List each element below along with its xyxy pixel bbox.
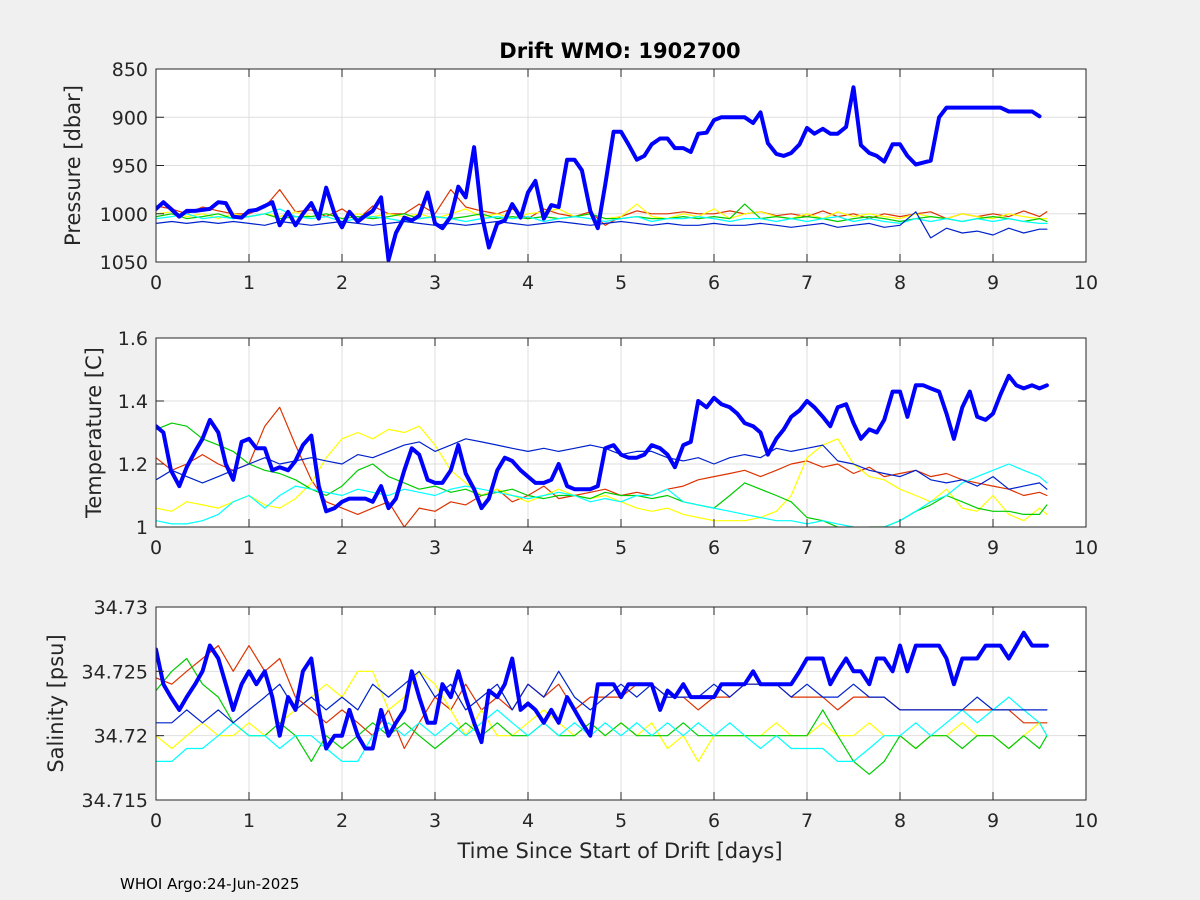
y-tick-label: 1.6 — [118, 328, 148, 350]
x-tick-label: 5 — [615, 272, 627, 294]
series-line-5 — [156, 211, 1048, 239]
y-axis-label-pressure: Pressure [dbar] — [61, 85, 85, 246]
footer-label: WHOI Argo:24-Jun-2025 — [120, 875, 299, 893]
main-series-line — [156, 630, 1049, 751]
series-line-5 — [156, 670, 1048, 724]
x-tick-label: 9 — [987, 537, 999, 559]
series-group — [156, 85, 1048, 262]
y-tick-label: 1.4 — [118, 391, 148, 413]
series-line-1 — [156, 406, 1048, 527]
series-line-3 — [156, 657, 1048, 775]
x-tick-label: 5 — [615, 810, 627, 832]
y-tick-label: 950 — [112, 156, 148, 178]
y-tick-label: 34.73 — [94, 597, 148, 619]
y-tick-label: 34.725 — [82, 661, 148, 683]
x-tick-label: 4 — [522, 537, 534, 559]
x-tick-label: 2 — [336, 810, 348, 832]
series-group — [156, 373, 1049, 527]
x-tick-label: 7 — [801, 272, 813, 294]
x-tick-label: 1 — [243, 537, 255, 559]
series-line-4 — [156, 208, 1048, 224]
series-line-4 — [156, 696, 1048, 763]
series-group — [156, 630, 1049, 775]
x-tick-label: 8 — [894, 272, 906, 294]
x-tick-label: 10 — [1074, 272, 1098, 294]
x-tick-label: 9 — [987, 272, 999, 294]
y-tick-label: 900 — [112, 107, 148, 129]
x-tick-label: 1 — [243, 810, 255, 832]
y-axis-label-salinity: Salinity [psu] — [44, 634, 68, 772]
x-tick-label: 9 — [987, 810, 999, 832]
x-tick-label: 0 — [150, 272, 162, 294]
x-tick-label: 6 — [708, 272, 720, 294]
x-tick-label: 5 — [615, 537, 627, 559]
y-axis-label-temperature: Temperature [C] — [82, 347, 106, 519]
chart-title: Drift WMO: 1902700 — [499, 39, 740, 63]
x-axis-label: Time Since Start of Drift [days] — [456, 839, 782, 863]
x-tick-label: 3 — [429, 537, 441, 559]
y-tick-label: 1 — [136, 517, 148, 539]
x-tick-label: 1 — [243, 272, 255, 294]
x-tick-label: 6 — [708, 810, 720, 832]
y-tick-label: 1050 — [100, 252, 148, 274]
panel-pressure: 0 1 2 3 4 5 6 7 8 9 10 850 900 950 1000 1050 Pressure [d… — [61, 59, 1098, 294]
x-tick-label: 0 — [150, 537, 162, 559]
x-tick-label: 2 — [336, 272, 348, 294]
x-tick-label: 7 — [801, 810, 813, 832]
x-tick-label: 8 — [894, 810, 906, 832]
y-tick-label: 34.715 — [82, 790, 148, 812]
y-tick-label: 34.72 — [94, 726, 148, 748]
x-tick-label: 3 — [429, 272, 441, 294]
main-series-line — [156, 85, 1042, 262]
x-tick-label: 8 — [894, 537, 906, 559]
x-tick-label: 0 — [150, 810, 162, 832]
x-tick-label: 4 — [522, 272, 534, 294]
panel-salinity: 0 1 2 3 4 5 6 7 8 9 10 34.715 34.72 34.725 34.73 Salini… — [44, 597, 1098, 832]
series-line-4 — [156, 463, 1048, 527]
x-tick-label: 4 — [522, 810, 534, 832]
y-tick-label: 850 — [112, 59, 148, 81]
x-tick-label: 7 — [801, 537, 813, 559]
y-tick-label: 1000 — [100, 204, 148, 226]
x-tick-label: 6 — [708, 537, 720, 559]
main-series-line — [156, 373, 1049, 514]
x-tick-label: 10 — [1074, 810, 1098, 832]
y-tick-label: 1.2 — [118, 454, 148, 476]
x-tick-label: 2 — [336, 537, 348, 559]
x-tick-label: 3 — [429, 810, 441, 832]
x-tick-label: 10 — [1074, 537, 1098, 559]
